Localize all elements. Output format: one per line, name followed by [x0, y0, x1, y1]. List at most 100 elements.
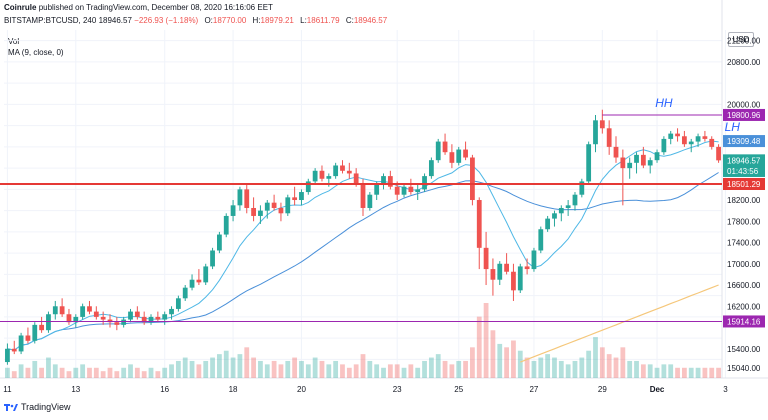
volume-bar [114, 371, 120, 378]
candle-body [73, 316, 79, 323]
candle-body [586, 144, 592, 182]
legend-ma[interactable]: MA (9, close, 0) [8, 48, 64, 57]
candle-body [538, 229, 544, 251]
volume-bar [661, 364, 667, 378]
candle-body [504, 263, 509, 272]
volume-bar [196, 364, 202, 378]
volume-bar [278, 364, 284, 378]
candle-body [285, 197, 291, 214]
volume-bar [73, 367, 79, 378]
volume-bar [285, 360, 291, 378]
candle-body [401, 186, 407, 195]
volume-bar [162, 367, 168, 378]
candle-body [39, 324, 45, 331]
annotation-label: LH [725, 120, 741, 134]
volume-bar [264, 364, 270, 378]
candle-body [593, 120, 598, 145]
time-tick-label: 11 [3, 385, 12, 394]
volume-bar [415, 367, 421, 378]
volume-bar [244, 347, 250, 378]
volume-bar [640, 364, 646, 378]
candle-body [360, 184, 366, 208]
volume-bar [675, 367, 680, 378]
candle-body [599, 120, 605, 129]
volume-bar [627, 360, 633, 378]
price-badge-background [723, 154, 765, 167]
volume-bar [654, 367, 660, 378]
candle-body [80, 306, 86, 317]
volume-bar [182, 357, 188, 378]
volume-bar [374, 364, 380, 378]
candle-body [572, 194, 578, 206]
volume-bar [681, 367, 687, 378]
candle-body [620, 157, 626, 169]
candle-body [155, 316, 161, 320]
price-badge: 18501.29 [723, 178, 765, 191]
volume-bar [511, 340, 516, 378]
price-badge-label: 18501.29 [727, 180, 761, 189]
volume-bar [5, 367, 10, 378]
candle-body [442, 141, 448, 153]
candle-body [59, 306, 65, 315]
price-badge: 19800.96 [723, 108, 765, 121]
price-badge: 01:43:56 [723, 164, 765, 177]
tradingview-logo[interactable]: TradingView [4, 402, 71, 412]
candle-body [688, 141, 694, 145]
candle-body [107, 319, 113, 323]
volume-bar [401, 367, 407, 378]
price-badge-background [723, 108, 765, 121]
tradingview-logo-icon [4, 403, 18, 411]
price-tick-label: 20800.00 [727, 58, 761, 67]
candle-body [271, 202, 277, 208]
volume-bar [210, 357, 215, 378]
candle-body [319, 170, 325, 179]
volume-bar [134, 367, 140, 378]
legend-vol[interactable]: Vol [8, 37, 20, 46]
price-tick-label: 17000.00 [727, 260, 761, 269]
candle-body [716, 146, 721, 161]
candle-body [340, 165, 345, 171]
publisher-name[interactable]: Coinrule [4, 3, 37, 12]
candle-body [579, 181, 585, 195]
candle-body [387, 176, 393, 187]
volume-bar [545, 354, 551, 378]
chart-annotations: HH LH [655, 96, 740, 134]
indicator-legend: Vol MA (9, close, 0) [8, 36, 64, 58]
candle-body [5, 348, 10, 363]
low-value: 18611.79 [306, 16, 340, 25]
volume-bar [599, 347, 605, 378]
volume-bar [716, 367, 721, 378]
volume-bar [360, 354, 366, 378]
low-label: L: [300, 16, 307, 25]
candle-body [449, 152, 455, 163]
volume-bar [381, 367, 386, 378]
candlesticks [5, 109, 721, 365]
candle-body [367, 194, 373, 208]
volume-bar [538, 357, 544, 378]
candle-body [299, 192, 304, 201]
time-tick-label: 29 [598, 385, 607, 394]
volume-bar [271, 360, 277, 378]
candle-body [517, 266, 523, 291]
volume-bar [52, 364, 58, 378]
candle-body [25, 335, 31, 341]
candle-body [203, 266, 209, 283]
candle-body [100, 316, 106, 320]
currency-button[interactable]: USD [728, 32, 754, 47]
open-label: O: [204, 16, 213, 25]
volume-bar [175, 360, 181, 378]
volume-bar [237, 354, 243, 378]
candle-body [182, 287, 188, 299]
horizontal-levels [0, 114, 722, 322]
price-badge-label: 15914.16 [727, 317, 761, 326]
price-chart[interactable]: HH LH 21200.00 20800.00 20000.00 18200.00 178… [0, 0, 768, 398]
time-tick-label: 18 [229, 385, 238, 394]
time-tick-label: 13 [71, 385, 80, 394]
candle-body [640, 154, 646, 166]
price-tick-label: 16200.00 [727, 302, 761, 311]
candle-body [552, 213, 557, 219]
candle-body [415, 189, 421, 193]
symbol-label: BITSTAMP:BTCUSD, 240 [4, 16, 97, 25]
volume-bar [155, 371, 161, 378]
volume-bar [148, 367, 154, 378]
